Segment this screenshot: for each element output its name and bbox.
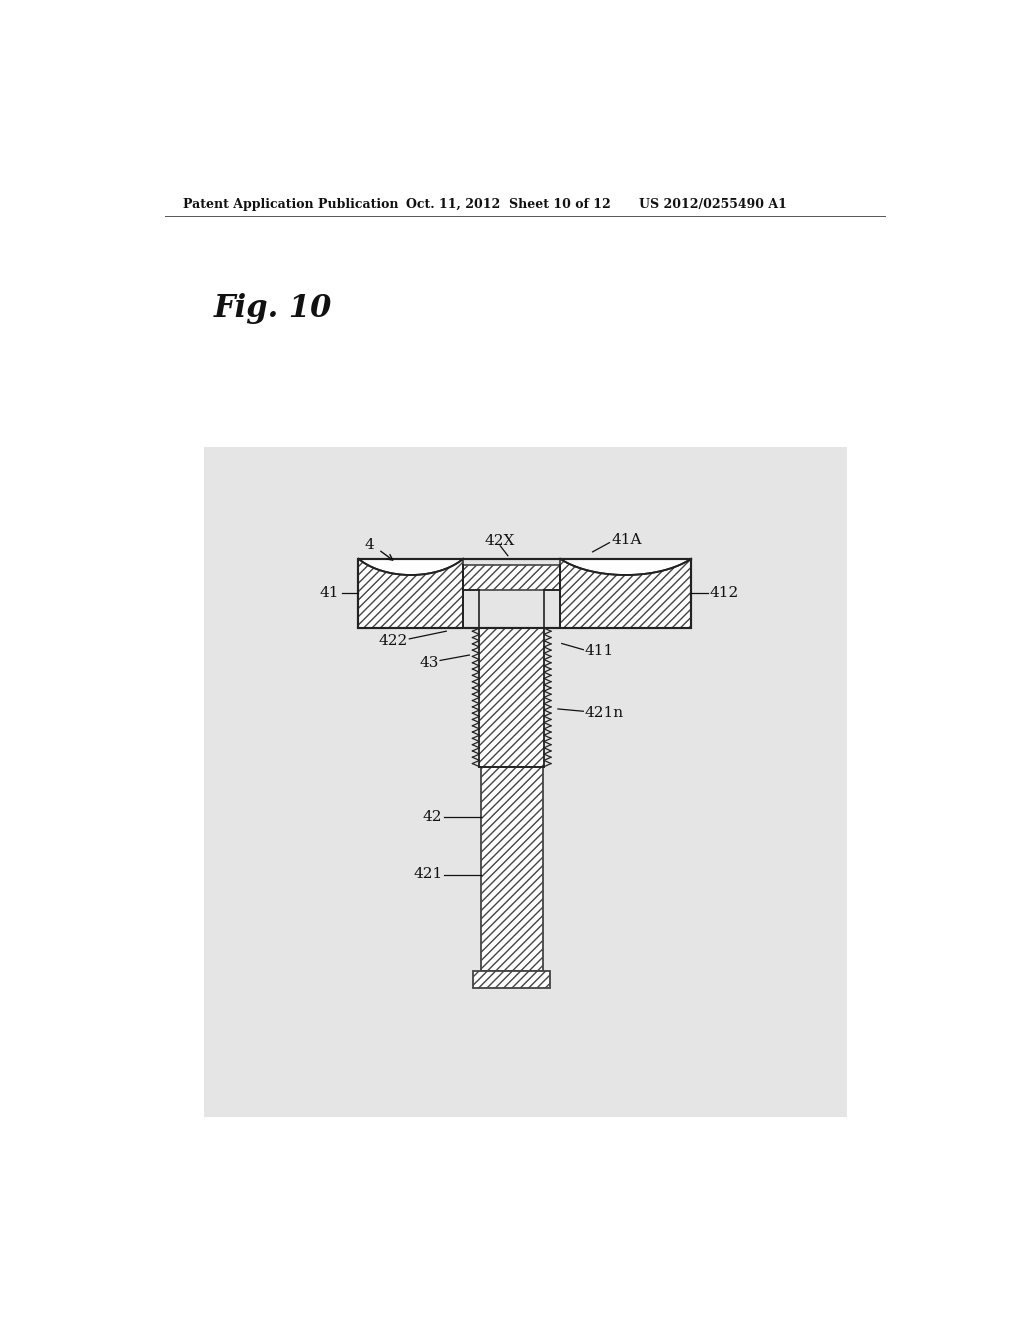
Text: 421: 421 xyxy=(413,867,442,882)
Text: Fig. 10: Fig. 10 xyxy=(214,293,332,323)
Text: US 2012/0255490 A1: US 2012/0255490 A1 xyxy=(639,198,786,211)
Bar xyxy=(358,558,691,628)
Text: 422: 422 xyxy=(379,634,408,648)
Text: 43: 43 xyxy=(419,656,438,669)
Text: 42X: 42X xyxy=(485,535,515,548)
Bar xyxy=(463,565,560,590)
Bar xyxy=(481,767,543,970)
Text: 41: 41 xyxy=(319,586,339,601)
Text: 412: 412 xyxy=(710,586,739,601)
Text: 42: 42 xyxy=(423,809,442,824)
Bar xyxy=(560,558,691,628)
Bar xyxy=(358,558,463,628)
Text: Oct. 11, 2012  Sheet 10 of 12: Oct. 11, 2012 Sheet 10 of 12 xyxy=(407,198,611,211)
Text: 41A: 41A xyxy=(611,533,642,548)
Text: 421n: 421n xyxy=(585,706,624,719)
Bar xyxy=(358,558,691,628)
Bar xyxy=(560,558,691,628)
Bar xyxy=(481,767,543,970)
Text: 4: 4 xyxy=(365,539,374,552)
Polygon shape xyxy=(358,558,463,576)
Bar xyxy=(204,447,847,1117)
Bar xyxy=(473,970,550,987)
Bar xyxy=(473,970,550,987)
Bar xyxy=(479,628,544,767)
Bar xyxy=(479,628,544,767)
Text: 411: 411 xyxy=(585,644,614,659)
Bar xyxy=(463,565,560,590)
Polygon shape xyxy=(560,558,691,576)
Bar xyxy=(358,558,463,628)
Text: Patent Application Publication: Patent Application Publication xyxy=(183,198,398,211)
